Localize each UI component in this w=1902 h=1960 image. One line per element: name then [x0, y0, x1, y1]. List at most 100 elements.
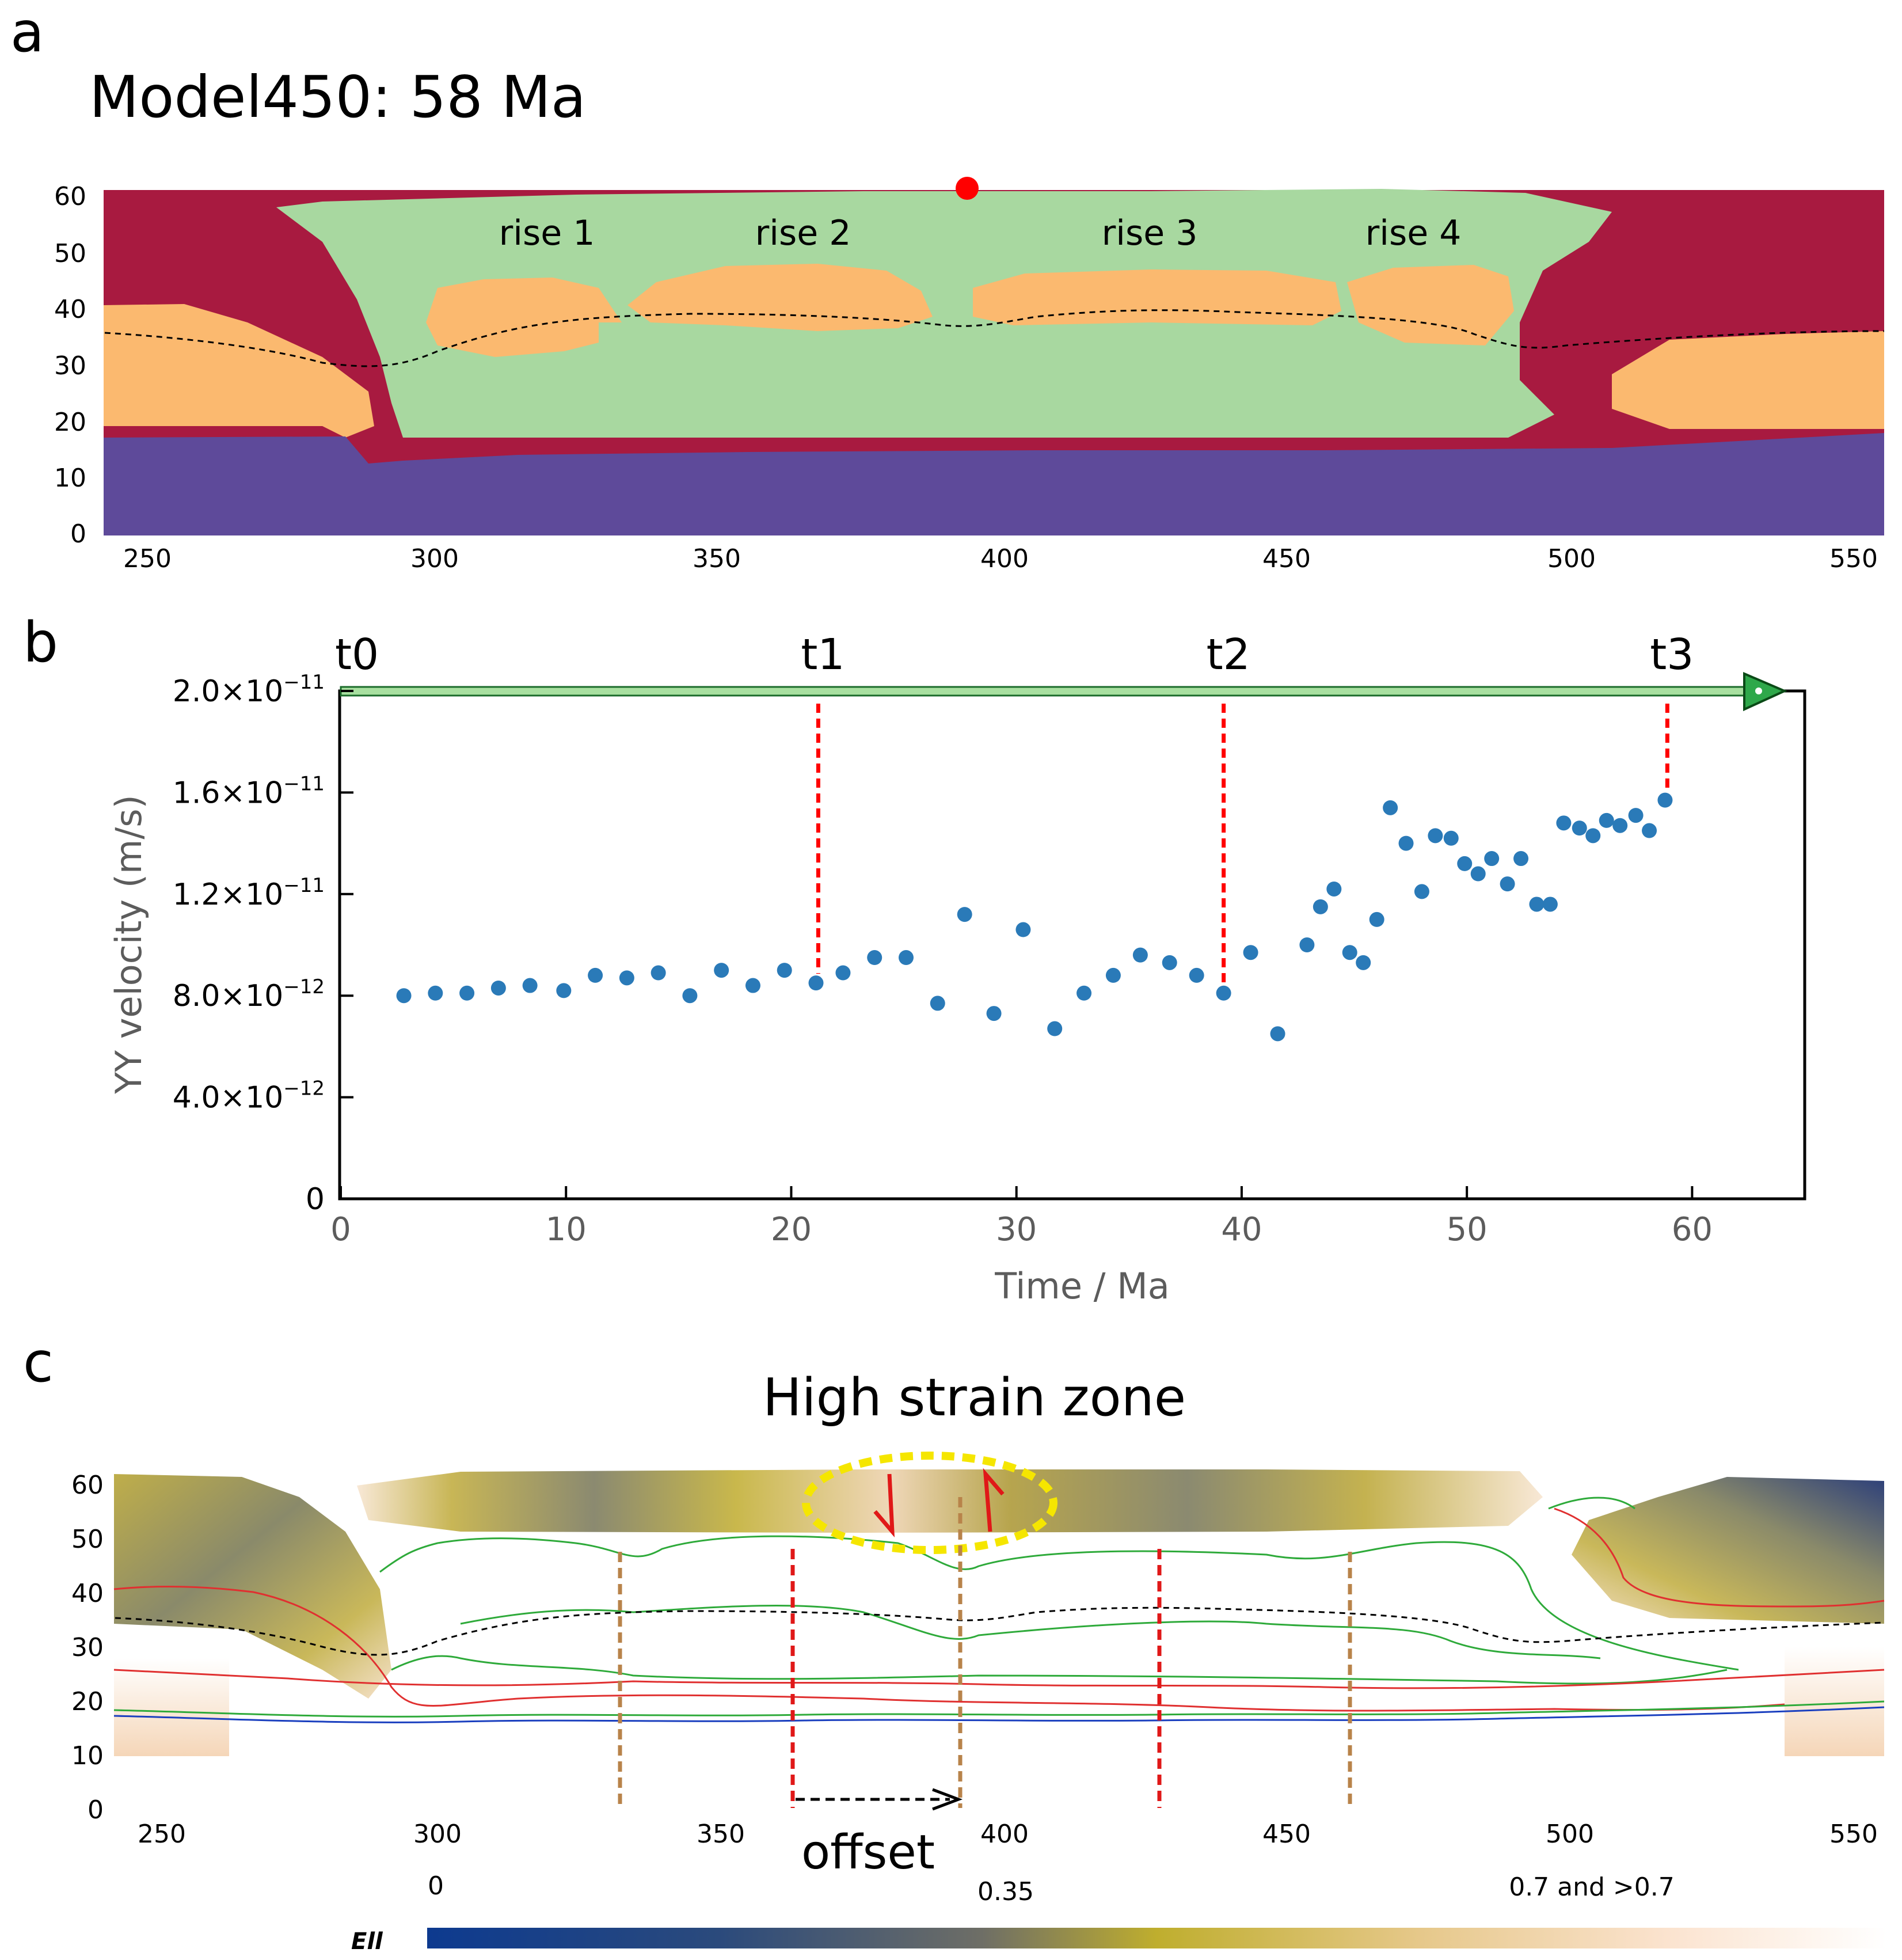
a-y-tick-50: 50: [54, 239, 86, 268]
c-top-strain-band: [357, 1469, 1543, 1533]
c-green-contour-lower: [113, 1700, 1885, 1718]
data-point: [1628, 808, 1644, 823]
c-red-contour-lower: [113, 1669, 1885, 1689]
data-point: [490, 980, 506, 996]
data-point: [428, 985, 443, 1001]
data-point: [777, 963, 792, 978]
offset-label: offset: [801, 1825, 935, 1880]
b-y-axis-label: YY velocity (m/s): [108, 795, 150, 1094]
data-point: [651, 965, 666, 981]
data-point: [1243, 945, 1258, 960]
data-point: [682, 988, 698, 1004]
c-y-tick-60: 60: [71, 1471, 104, 1500]
a-y-tick-40: 40: [54, 295, 86, 324]
a-y-tick-10: 10: [54, 464, 86, 493]
panel-b-chart: 0 10 20 30 40 50 6004.0×10−128.0×10−121.2×10−1…: [108, 630, 1806, 1307]
rise-4-label: rise 4: [1365, 213, 1462, 253]
rise-2-label: rise 2: [755, 213, 851, 253]
data-point: [1556, 815, 1572, 831]
data-point: [1500, 876, 1515, 892]
data-point: [459, 985, 475, 1001]
dashed-boundary-a: [104, 309, 1885, 367]
panel-c-y-ticks: 0 10 20 30 40 50 60: [71, 1471, 104, 1825]
shear-arrow-left: [873, 1473, 895, 1538]
data-point: [1313, 899, 1328, 914]
c-y-tick-50: 50: [71, 1525, 104, 1554]
colorbar-mid-label: 0.35: [977, 1877, 1034, 1906]
colorbar-max-label: 0.7 and >0.7: [1509, 1872, 1675, 1902]
panel-a-x-ticks: 250 300 350 400 450 500 550: [123, 544, 1878, 573]
b-x-tick-10: 10: [546, 1211, 587, 1248]
c-x-tick-550: 550: [1829, 1820, 1878, 1849]
colorbar-title: Ell: [351, 1928, 383, 1955]
a-x-tick-350: 350: [693, 544, 741, 573]
data-point: [1299, 937, 1315, 952]
green-gap-1: [599, 322, 633, 392]
data-point: [1132, 947, 1148, 963]
data-point: [1270, 1026, 1285, 1042]
c-x-tick-400: 400: [980, 1820, 1029, 1849]
a-x-tick-450: 450: [1262, 544, 1311, 573]
a-y-tick-20: 20: [54, 408, 86, 437]
a-y-tick-60: 60: [54, 182, 86, 211]
data-point: [930, 996, 945, 1011]
a-x-tick-400: 400: [980, 544, 1029, 573]
data-point: [808, 975, 824, 991]
data-point: [1326, 881, 1342, 897]
colorbar-min-label: 0: [428, 1871, 444, 1901]
colorbar: [427, 1928, 1886, 1948]
b-x-tick-50: 50: [1447, 1211, 1488, 1248]
b-y-tick-exponent-2: −12: [283, 975, 325, 998]
data-point: [522, 978, 538, 993]
panel-a-letter: a: [10, 0, 44, 64]
data-point: [745, 978, 760, 993]
b-x-tick-20: 20: [771, 1211, 812, 1248]
a-x-tick-300: 300: [410, 544, 459, 573]
data-point: [1484, 851, 1500, 867]
data-point: [1443, 830, 1459, 846]
dashed-boundary-c: [115, 1606, 1885, 1656]
data-point: [1076, 985, 1092, 1001]
data-point: [1612, 818, 1628, 833]
c-y-tick-10: 10: [71, 1741, 104, 1771]
panel-a-title: Model450: 58 Ma: [89, 63, 587, 131]
data-point: [1189, 967, 1204, 983]
b-x-axis-label: Time / Ma: [994, 1265, 1170, 1307]
data-point: [1642, 823, 1657, 838]
c-x-tick-350: 350: [697, 1820, 745, 1849]
panel-c-title: High strain zone: [763, 1368, 1186, 1428]
c-y-tick-30: 30: [71, 1633, 104, 1662]
data-point: [619, 970, 634, 986]
timeline-arrow-head: [1743, 671, 1787, 712]
offset-arrow-head: [932, 1788, 963, 1811]
data-point: [986, 1006, 1002, 1021]
b-x-tick-0: 0: [330, 1211, 351, 1248]
time-marker-label-t2: t2: [1207, 630, 1250, 679]
data-point: [396, 988, 412, 1004]
data-point: [1542, 897, 1558, 912]
data-point: [1513, 851, 1529, 867]
c-right-strain-body: [1572, 1477, 1884, 1624]
c-y-tick-40: 40: [71, 1579, 104, 1608]
c-red-contour: [113, 1507, 1885, 1712]
c-blue-contour: [113, 1706, 1885, 1723]
data-point: [898, 950, 914, 966]
data-point: [1105, 967, 1121, 983]
panel-a-y-ticks: 0 10 20 30 40 50 60: [54, 182, 86, 549]
data-point: [1414, 884, 1429, 899]
high-strain-ellipse: [802, 1452, 1057, 1554]
c-left-strain-body: [114, 1474, 391, 1699]
data-point: [835, 965, 851, 981]
a-x-tick-550: 550: [1829, 544, 1878, 573]
b-y-tick-2: 8.0×10−12: [173, 975, 325, 1013]
b-x-tick-30: 30: [996, 1211, 1037, 1248]
data-point: [1015, 922, 1031, 937]
rise-4-body: [1347, 265, 1514, 345]
data-point: [1383, 800, 1398, 815]
rise-3-body: [973, 269, 1341, 325]
timeline-arrow-dot: [1755, 687, 1762, 694]
data-point: [1585, 828, 1601, 844]
red-marker: [956, 177, 979, 200]
data-point: [588, 967, 603, 983]
time-marker-label-t0: t0: [335, 630, 379, 679]
